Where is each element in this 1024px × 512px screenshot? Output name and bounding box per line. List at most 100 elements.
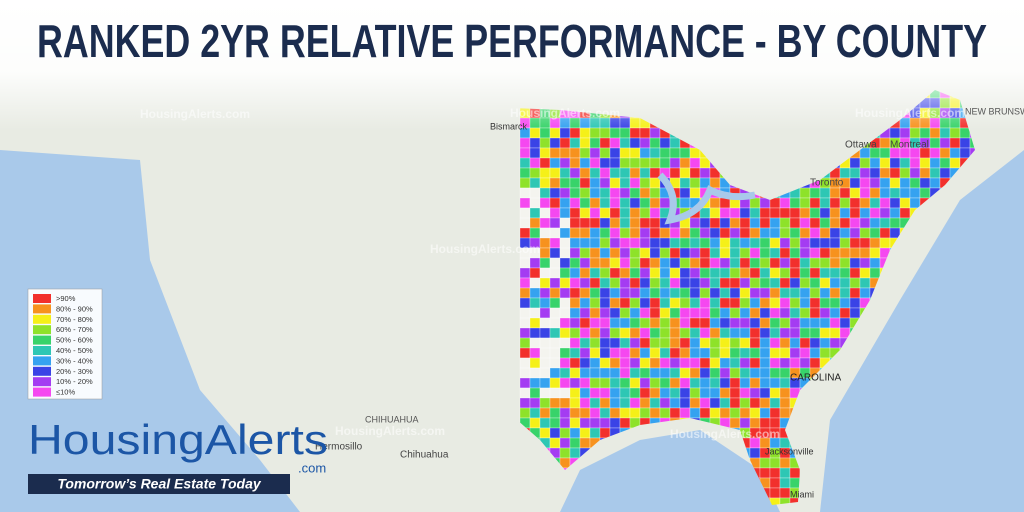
county	[749, 397, 761, 409]
county	[649, 147, 661, 159]
county	[649, 407, 661, 419]
county	[809, 327, 821, 339]
county	[689, 367, 701, 379]
county	[679, 287, 691, 299]
county	[529, 327, 541, 339]
county	[909, 177, 921, 189]
county	[569, 307, 581, 319]
county	[619, 267, 631, 279]
county	[869, 207, 881, 219]
county	[729, 377, 741, 389]
county	[609, 357, 621, 369]
county	[639, 357, 651, 369]
county	[559, 387, 571, 399]
county	[559, 347, 571, 359]
county	[639, 307, 651, 319]
county	[579, 387, 591, 399]
county	[789, 307, 801, 319]
county	[539, 267, 551, 279]
county	[779, 277, 791, 289]
county	[639, 347, 651, 359]
county	[519, 197, 531, 209]
county	[579, 377, 591, 389]
county	[709, 387, 721, 399]
county	[549, 367, 561, 379]
county	[749, 327, 761, 339]
county	[709, 297, 721, 309]
county	[859, 287, 871, 299]
county	[769, 357, 781, 369]
county	[539, 277, 551, 289]
county	[829, 327, 841, 339]
county	[639, 227, 651, 239]
county	[739, 257, 751, 269]
county	[829, 187, 841, 199]
county	[799, 297, 811, 309]
county	[739, 357, 751, 369]
county	[529, 267, 541, 279]
county	[599, 187, 611, 199]
county	[589, 357, 601, 369]
county	[569, 247, 581, 259]
watermarks: HousingAlerts.com HousingAlerts.com Hous…	[140, 106, 965, 441]
county	[699, 297, 711, 309]
county	[659, 327, 671, 339]
county	[779, 337, 791, 349]
county	[619, 327, 631, 339]
county	[839, 307, 851, 319]
county	[579, 227, 591, 239]
county	[599, 357, 611, 369]
county	[659, 277, 671, 289]
county	[679, 157, 691, 169]
county	[689, 157, 701, 169]
county	[779, 357, 791, 369]
county	[679, 227, 691, 239]
county	[549, 337, 561, 349]
county	[959, 137, 971, 149]
county	[639, 297, 651, 309]
county	[559, 267, 571, 279]
county	[759, 397, 771, 409]
county	[809, 237, 821, 249]
county	[749, 277, 761, 289]
county	[629, 367, 641, 379]
county	[819, 257, 831, 269]
county	[659, 317, 671, 329]
county	[739, 267, 751, 279]
county	[819, 337, 831, 349]
county	[619, 137, 631, 149]
county	[809, 247, 821, 259]
county	[819, 307, 831, 319]
county	[769, 197, 781, 209]
county	[789, 247, 801, 259]
county	[639, 237, 651, 249]
county	[649, 237, 661, 249]
county	[569, 157, 581, 169]
county	[809, 187, 821, 199]
county	[619, 297, 631, 309]
county	[699, 287, 711, 299]
county	[519, 177, 531, 189]
county	[749, 447, 761, 459]
county	[739, 347, 751, 359]
county	[899, 157, 911, 169]
pacific-ocean	[0, 150, 300, 512]
county	[829, 197, 841, 209]
county	[629, 377, 641, 389]
county	[679, 257, 691, 269]
county	[879, 197, 891, 209]
county	[789, 197, 801, 209]
county	[879, 217, 891, 229]
county	[679, 267, 691, 279]
county	[789, 277, 801, 289]
county	[539, 377, 551, 389]
county	[539, 357, 551, 369]
county	[889, 167, 901, 179]
county	[539, 137, 551, 149]
county	[639, 337, 651, 349]
county	[859, 247, 871, 259]
county	[769, 267, 781, 279]
county	[559, 187, 571, 199]
county	[559, 337, 571, 349]
county	[709, 237, 721, 249]
